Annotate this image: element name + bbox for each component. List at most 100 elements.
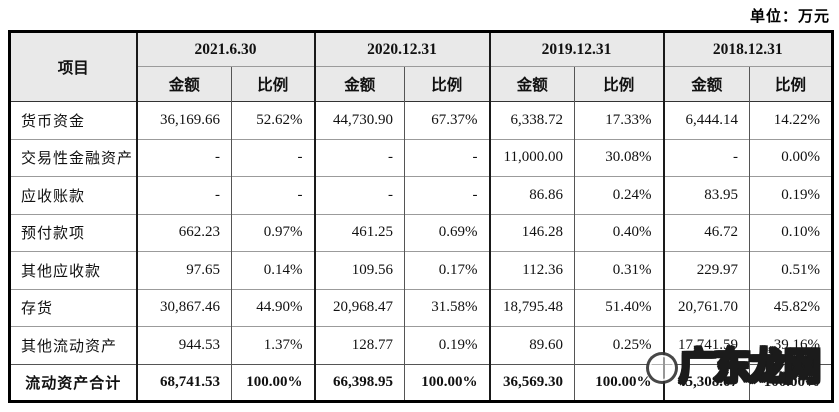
ratio-cell: 0.19% [749, 176, 833, 214]
amount-cell: 944.53 [135, 326, 232, 364]
ratio-cell: 100.00% [404, 363, 490, 402]
amount-cell: 6,338.72 [488, 101, 575, 139]
ratio-cell: 0.97% [231, 213, 315, 252]
period-header-2019: 2019.12.31 [488, 31, 664, 67]
ratio-header: 比例 [574, 66, 664, 102]
amount-cell: 146.28 [488, 213, 575, 252]
ratio-cell: 0.14% [231, 251, 315, 289]
ratio-cell: 52.62% [231, 101, 315, 139]
amount-cell: 11,000.00 [488, 138, 575, 177]
row-label: 货币资金 [9, 101, 137, 139]
amount-cell: 662.23 [135, 213, 232, 252]
amount-header: 金额 [135, 66, 232, 102]
ratio-cell: 0.69% [404, 213, 490, 252]
unit-label: 单位：万元 [749, 9, 830, 25]
ratio-cell: - [231, 176, 315, 214]
amount-cell: 17,741.59 [662, 326, 750, 364]
ratio-cell: 100.00% [231, 363, 315, 402]
item-column-header: 项目 [9, 31, 137, 102]
amount-header: 金额 [662, 66, 750, 102]
row-label: 其他应收款 [9, 251, 137, 289]
amount-cell: - [313, 138, 405, 177]
row-label: 流动资产合计 [9, 363, 137, 402]
ratio-cell: 44.90% [231, 288, 315, 327]
financial-table: 项目 2021.6.30 2020.12.31 2019.12.31 2018.… [8, 30, 834, 403]
amount-header: 金额 [488, 66, 575, 102]
period-header-2018: 2018.12.31 [662, 31, 833, 67]
ratio-header: 比例 [404, 66, 490, 102]
amount-cell: 46.72 [662, 213, 750, 252]
row-label: 存货 [9, 288, 137, 327]
ratio-cell: 100.00% [574, 363, 664, 402]
amount-cell: 6,444.14 [662, 101, 750, 139]
row-label: 其他流动资产 [9, 326, 137, 364]
ratio-cell: 17.33% [574, 101, 664, 139]
ratio-cell: 0.31% [574, 251, 664, 289]
amount-cell: 83.95 [662, 176, 750, 214]
ratio-cell: - [404, 138, 490, 177]
amount-cell: 36,169.66 [135, 101, 232, 139]
amount-cell: 20,761.70 [662, 288, 750, 327]
ratio-cell: 30.08% [574, 138, 664, 177]
ratio-cell: 0.19% [404, 326, 490, 364]
amount-cell: 44,730.90 [313, 101, 405, 139]
ratio-header: 比例 [749, 66, 833, 102]
table-header: 项目 2021.6.30 2020.12.31 2019.12.31 2018.… [9, 31, 833, 102]
amount-cell: 86.86 [488, 176, 575, 214]
amount-cell: 45,308.07 [662, 363, 750, 402]
amount-cell: 68,741.53 [135, 363, 232, 402]
ratio-cell: 67.37% [404, 101, 490, 139]
amount-cell: - [135, 138, 232, 177]
amount-cell: 112.36 [488, 251, 575, 289]
ratio-cell: 0.10% [749, 213, 833, 252]
ratio-cell: 0.51% [749, 251, 833, 289]
amount-cell: 109.56 [313, 251, 405, 289]
table-row: 预付款项 662.23 0.97% 461.25 0.69% 146.28 0.40% 46.… [9, 213, 833, 252]
table-row: 其他流动资产 944.53 1.37% 128.77 0.19% 89.60 0.25% 17… [9, 326, 833, 364]
ratio-cell: 1.37% [231, 326, 315, 364]
amount-cell: 36,569.30 [488, 363, 575, 402]
ratio-cell: 0.40% [574, 213, 664, 252]
ratio-cell: 45.82% [749, 288, 833, 327]
ratio-cell: 0.00% [749, 138, 833, 177]
ratio-cell: - [404, 176, 490, 214]
table-row: 货币资金 36,169.66 52.62% 44,730.90 67.37% 6,338.… [9, 101, 833, 139]
amount-cell: - [135, 176, 232, 214]
amount-header: 金额 [313, 66, 405, 102]
amount-cell: - [313, 176, 405, 214]
table-row: 流动资产合计 68,741.53 100.00% 66,398.95 100.00% 36… [9, 363, 833, 402]
amount-cell: - [662, 138, 750, 177]
header-row-periods: 项目 2021.6.30 2020.12.31 2019.12.31 2018.… [9, 31, 833, 102]
table-row: 存货 30,867.46 44.90% 20,968.47 31.58% 18,795.4… [9, 288, 833, 327]
table-row: 其他应收款 97.65 0.14% 109.56 0.17% 112.36 0.31% 229… [9, 251, 833, 289]
ratio-cell: 0.24% [574, 176, 664, 214]
ratio-cell: 31.58% [404, 288, 490, 327]
amount-cell: 461.25 [313, 213, 405, 252]
row-label: 应收账款 [9, 176, 137, 214]
table-row: 应收账款 - - - -86.86 0.24% 83.95 0.19% [9, 176, 833, 214]
ratio-header: 比例 [231, 66, 315, 102]
amount-cell: 20,968.47 [313, 288, 405, 327]
ratio-cell: - [231, 138, 315, 177]
row-label: 预付款项 [9, 213, 137, 252]
period-header-2021: 2021.6.30 [135, 31, 315, 67]
ratio-cell: 14.22% [749, 101, 833, 139]
ratio-cell: 39.16% [749, 326, 833, 364]
amount-cell: 66,398.95 [313, 363, 405, 402]
period-header-2020: 2020.12.31 [313, 31, 490, 67]
ratio-cell: 51.40% [574, 288, 664, 327]
table-row: 交易性金融资产 - - - -11,000.00 30.08% -0.00% [9, 138, 833, 177]
ratio-cell: 0.17% [404, 251, 490, 289]
amount-cell: 128.77 [313, 326, 405, 364]
ratio-cell: 100.00% [749, 363, 833, 402]
amount-cell: 89.60 [488, 326, 575, 364]
table-body: 货币资金 36,169.66 52.62% 44,730.90 67.37% 6,338.… [9, 101, 833, 402]
amount-cell: 229.97 [662, 251, 750, 289]
ratio-cell: 0.25% [574, 326, 664, 364]
amount-cell: 97.65 [135, 251, 232, 289]
amount-cell: 18,795.48 [488, 288, 575, 327]
amount-cell: 30,867.46 [135, 288, 232, 327]
header-row-sub: 金额 比例 金额 比例 金额 比例 金额 比例 [10, 66, 833, 102]
row-label: 交易性金融资产 [9, 138, 137, 177]
